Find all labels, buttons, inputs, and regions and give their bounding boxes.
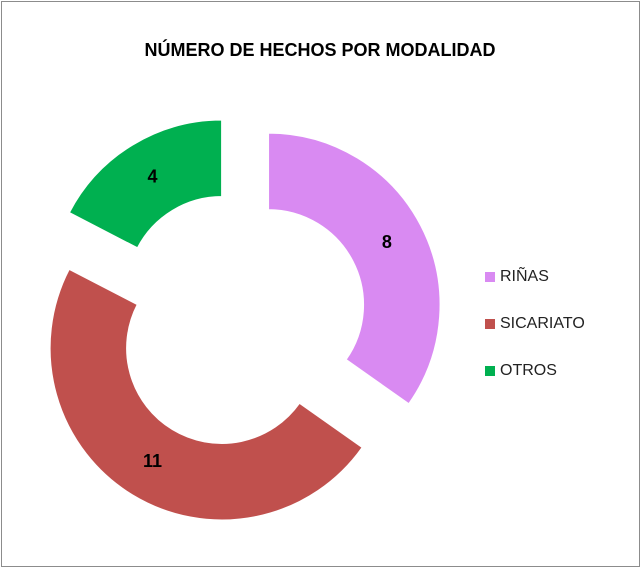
legend-swatch xyxy=(485,319,495,329)
data-label: 11 xyxy=(143,451,162,471)
legend-label: RIÑAS xyxy=(500,265,549,285)
doughnut-slice xyxy=(49,268,364,521)
data-label: 4 xyxy=(147,166,157,186)
legend-label: OTROS xyxy=(500,362,557,379)
data-label: 8 xyxy=(382,232,392,252)
chart-title: NÚMERO DE HECHOS POR MODALIDAD xyxy=(144,39,495,60)
doughnut-slice xyxy=(267,132,442,406)
legend-label: SICARIATO xyxy=(500,315,585,332)
legend-swatch xyxy=(485,366,495,376)
doughnut-slice xyxy=(68,119,223,250)
legend-swatch xyxy=(485,272,495,282)
